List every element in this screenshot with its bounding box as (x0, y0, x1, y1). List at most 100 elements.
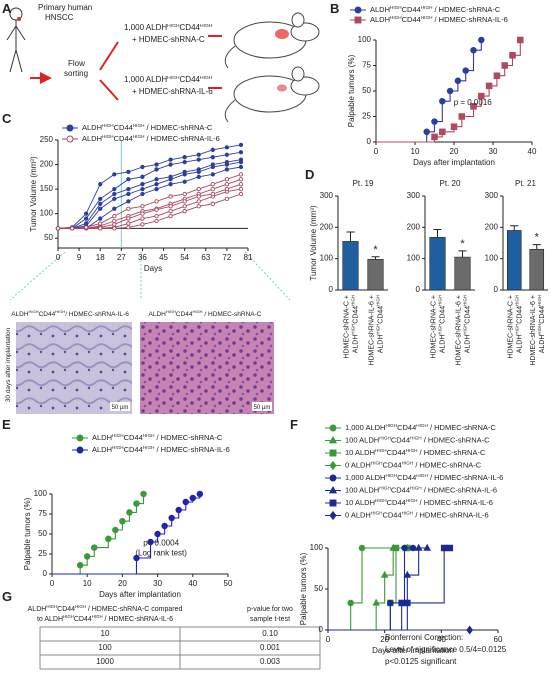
table-cell: 100 (98, 643, 112, 652)
marker (126, 177, 131, 182)
table-header: p-value for two (247, 606, 293, 613)
histology: ALDHHIGHCD44HIGH/ HDMEC-shRNA-IL-6 ALDHH… (5, 251, 291, 414)
diagram: Primary human HNSCC Flow sorting 1,000 A… (6, 3, 320, 123)
tumor-curve (58, 193, 242, 229)
x-tick-label: 30 (489, 147, 498, 156)
marker (470, 103, 477, 110)
mouse (224, 66, 320, 123)
step-line (328, 547, 428, 631)
marker (140, 490, 147, 498)
x-axis-label: Days (144, 264, 162, 273)
marker (224, 167, 230, 172)
scale-box (252, 402, 272, 411)
error-bar (346, 231, 355, 242)
y-tick-label: 100 (407, 254, 421, 263)
x-tick-label: ALDHHIGHCD44HIGH (536, 295, 545, 353)
marker (55, 226, 61, 231)
marker (126, 221, 131, 226)
legend-label: ALDHHIGHCD44HIGH / HDMEC-shRNA-C (82, 123, 213, 132)
error-bar (532, 244, 541, 250)
y-tick-label: 100 (320, 254, 334, 263)
marker (446, 87, 454, 95)
legend-label: ALDHHIGHCD44HIGH / HDMEC-shRNA-C (370, 5, 501, 14)
marker (140, 191, 145, 197)
marker (196, 199, 201, 204)
marker (210, 201, 215, 206)
marker (493, 72, 501, 79)
tumor-site (17, 17, 21, 21)
x-tick-label: ALDHHIGHCD44HIGH (514, 295, 523, 353)
chart-title: Pt. 21 (515, 179, 536, 188)
marker (210, 186, 215, 192)
note: Bonferroni Correction: (385, 633, 463, 642)
marker (133, 500, 140, 507)
table-cell: 0.001 (260, 643, 281, 652)
marker (329, 474, 337, 482)
marker (403, 570, 412, 578)
step-line (328, 547, 450, 631)
marker (450, 123, 458, 130)
marker (478, 36, 485, 44)
y-tick-label: 0 (43, 569, 48, 578)
x-tick-label: ALDHHIGHCD44HIGH (375, 295, 384, 353)
marker (238, 186, 244, 192)
x-tick-label: 40 (188, 579, 197, 588)
marker (154, 186, 159, 192)
marker (354, 16, 362, 24)
marker (76, 434, 84, 442)
x-tick-label: HDMEC-shRNA-C + (343, 295, 350, 359)
step-line (328, 547, 408, 631)
marker (409, 544, 417, 552)
group-label: 1,000 ALDHHIGHCD44HIGH (124, 23, 213, 32)
x-tick-label: 30 (153, 579, 162, 588)
marker (501, 62, 508, 69)
marker (154, 218, 159, 224)
marker (112, 526, 119, 534)
marker (431, 118, 438, 125)
y-tick-label: 200 (40, 160, 54, 169)
x-tick-label: 0 (326, 635, 331, 644)
side-label: 30 days after implantation (5, 327, 12, 402)
tumor-curve (58, 173, 242, 229)
marker (210, 172, 215, 177)
note: Level of significance 0.5/4=0.0125 (385, 645, 507, 654)
marker (154, 207, 159, 212)
x-tick-label: 72 (222, 253, 231, 262)
bar (429, 237, 446, 291)
marker (196, 174, 201, 179)
marker (98, 182, 103, 187)
bar (529, 248, 545, 291)
y-tick-label: 300 (407, 191, 421, 200)
scale-box (110, 402, 130, 411)
legend-label: 10 ALDHHIGHCD44HIGH / HDMEC-shRNA-C (345, 448, 486, 457)
y-axis-label: Tumor Volume (mm³) (309, 205, 318, 281)
marker (454, 77, 462, 85)
image-label: ALDHHIGHCD44HIGH/ HDMEC-shRNA-IL-6 (11, 309, 129, 318)
table-header: ALDHHIGHCD44HIGH / HDMEC-shRNA-C compare… (28, 604, 183, 613)
step-line (328, 547, 408, 631)
marker (140, 164, 145, 170)
marker (83, 221, 89, 226)
group-label: + HDMEC-shRNA-C (132, 35, 205, 44)
marker (154, 167, 159, 172)
marker (168, 204, 173, 209)
y-tick-label: 25 (38, 549, 47, 558)
image (16, 322, 132, 414)
sorting-label: Flow (68, 59, 85, 68)
panel-label: F (290, 417, 298, 432)
y-tick-label: 100 (34, 489, 48, 498)
x-tick-label: 50 (224, 579, 233, 588)
x-tick-label: ALDHHIGHCD44HIGH (462, 295, 471, 353)
mouse (224, 12, 320, 69)
error-bar (458, 250, 467, 258)
marker (328, 435, 338, 444)
marker (354, 6, 362, 14)
marker (478, 92, 485, 100)
marker (439, 97, 446, 105)
marker (439, 128, 446, 136)
source-label: HNSCC (45, 13, 74, 22)
table-cell: 1000 (96, 657, 114, 666)
step-line (52, 494, 145, 575)
legend-label: 1,000 ALDHHIGHCD44HIGH / HDMEC-shRNA-IL-… (345, 473, 503, 482)
tumor-curve (58, 151, 242, 229)
